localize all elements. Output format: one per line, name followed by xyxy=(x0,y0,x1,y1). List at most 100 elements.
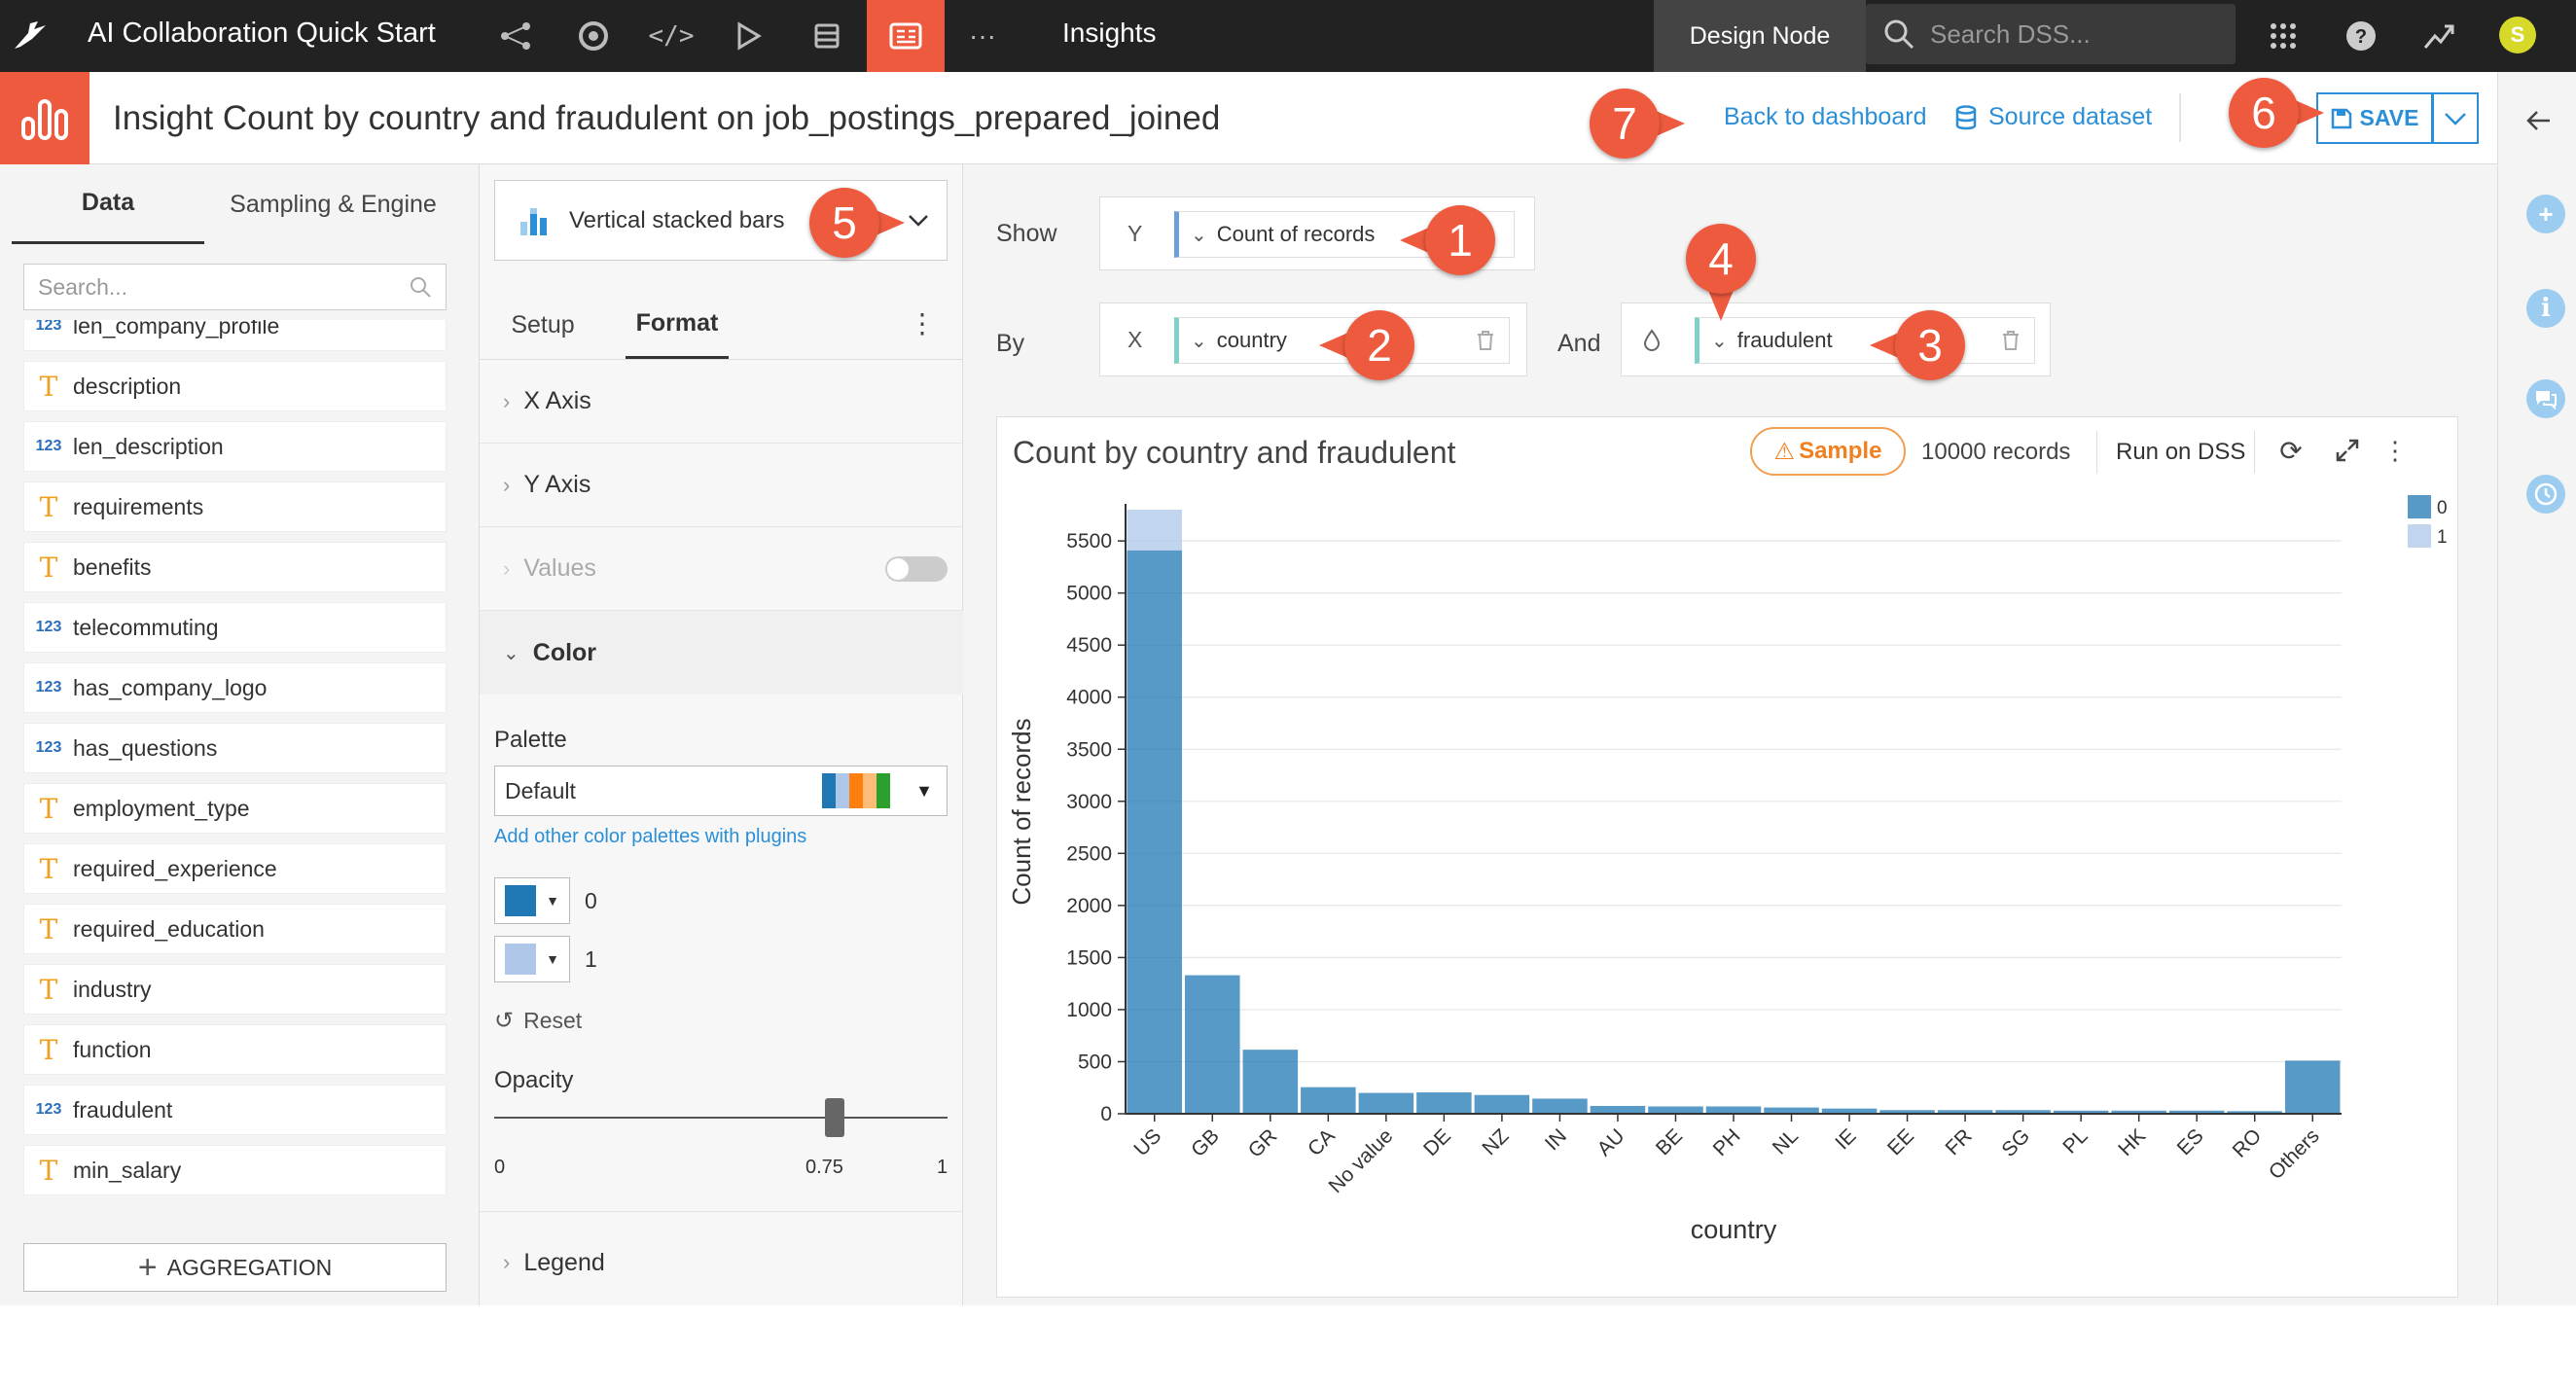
global-search-input[interactable]: Search DSS... xyxy=(1866,4,2236,64)
tab-setup-label: Setup xyxy=(511,310,575,339)
section-color-label: Color xyxy=(532,638,597,666)
y-tick-label: 4500 xyxy=(1066,634,1112,657)
bar-ca-0 xyxy=(1301,1087,1356,1114)
column-item[interactable]: 123 len_company_profile xyxy=(23,320,447,351)
color-shelf[interactable]: ⌄ fraudulent xyxy=(1621,303,2051,376)
collapse-arrow-icon[interactable] xyxy=(2520,101,2558,140)
reset-colors-button[interactable]: ↺ Reset xyxy=(494,1007,582,1035)
apps-grid-icon[interactable] xyxy=(2244,0,2322,72)
design-node-text: Design Node xyxy=(1689,21,1831,50)
code-icon[interactable]: </> xyxy=(648,21,695,51)
tab-data[interactable]: Data xyxy=(12,164,204,244)
column-item[interactable]: 123 fraudulent xyxy=(23,1085,447,1135)
column-item[interactable]: 123 has_company_logo xyxy=(23,662,447,713)
active-section-label[interactable]: Insights xyxy=(1062,18,1157,48)
section-x-axis[interactable]: › X Axis xyxy=(480,360,963,444)
design-node-label[interactable]: Design Node xyxy=(1654,0,1866,72)
column-item[interactable]: 123 has_questions xyxy=(23,723,447,773)
save-button[interactable]: SAVE xyxy=(2316,92,2433,144)
add-circle-icon[interactable]: + xyxy=(2526,195,2565,233)
numeric-type-icon: 123 xyxy=(35,739,62,756)
tab-sampling-engine[interactable]: Sampling & Engine xyxy=(204,164,462,244)
refresh-icon[interactable]: ⟳ xyxy=(2279,435,2303,466)
section-y-axis[interactable]: › Y Axis xyxy=(480,444,963,527)
and-label: And xyxy=(1557,330,1601,357)
chart-kebab-menu-icon[interactable]: ⋮ xyxy=(2382,435,2408,465)
dss-bird-logo-icon[interactable] xyxy=(0,0,60,72)
color-swatch-0[interactable]: ▼ xyxy=(494,877,570,924)
toggle-knob xyxy=(887,558,909,580)
y-tick-label: 0 xyxy=(1100,1103,1112,1125)
expand-icon[interactable] xyxy=(2328,431,2367,470)
help-icon[interactable]: ? xyxy=(2322,0,2400,72)
bar-au-0 xyxy=(1590,1105,1646,1114)
lab-icon[interactable] xyxy=(555,0,632,72)
format-kebab-menu-icon[interactable]: ⋮ xyxy=(909,307,936,339)
text-type-icon: T xyxy=(39,370,58,403)
section-values[interactable]: › Values xyxy=(480,527,963,611)
user-avatar[interactable]: S xyxy=(2499,17,2536,53)
tab-setup[interactable]: Setup xyxy=(499,291,587,359)
add-palettes-link[interactable]: Add other color palettes with plugins xyxy=(494,826,807,847)
flow-icon[interactable] xyxy=(477,0,555,72)
x-tick-label: Others xyxy=(2265,1124,2324,1184)
x-tick-label: PH xyxy=(1709,1124,1745,1160)
run-on-dss-button[interactable]: Run on DSS xyxy=(2116,439,2246,465)
wiki-icon[interactable] xyxy=(788,0,866,72)
discussions-icon[interactable] xyxy=(2526,379,2565,418)
chevron-right-icon: › xyxy=(503,555,511,581)
x-axis-title: country xyxy=(1691,1215,1777,1244)
trend-icon[interactable] xyxy=(2400,0,2478,72)
history-clock-icon[interactable] xyxy=(2526,475,2565,514)
top-navigation-bar: AI Collaboration Quick Start </> ··· Ins… xyxy=(0,0,2576,72)
caret-down-icon: ▼ xyxy=(546,893,559,909)
chevron-right-icon: › xyxy=(503,1250,511,1274)
column-item[interactable]: 123 len_description xyxy=(23,421,447,472)
dashboard-icon[interactable] xyxy=(867,0,945,72)
column-search-input[interactable]: Search... xyxy=(23,264,447,310)
database-icon xyxy=(1955,104,1977,129)
save-options-dropdown[interactable] xyxy=(2432,92,2479,144)
x-tick-label: HK xyxy=(2114,1124,2150,1160)
column-item[interactable]: 123 telecommuting xyxy=(23,602,447,653)
color-swatch-1[interactable]: ▼ xyxy=(494,936,570,982)
opacity-max: 1 xyxy=(937,1157,948,1178)
section-color[interactable]: ⌄ Color xyxy=(480,611,963,695)
chevron-down-icon: ⌄ xyxy=(1191,224,1207,246)
source-dataset-link[interactable]: Source dataset xyxy=(1955,103,2152,131)
chart-header-divider xyxy=(2096,431,2097,474)
chevron-down-icon xyxy=(2445,112,2466,125)
run-icon[interactable] xyxy=(710,0,788,72)
more-menu-icon[interactable]: ··· xyxy=(969,20,996,51)
section-legend[interactable]: › Legend xyxy=(480,1221,963,1304)
project-title[interactable]: AI Collaboration Quick Start xyxy=(88,18,436,49)
palette-value: Default xyxy=(505,777,576,803)
data-columns-panel: Data Sampling & Engine Search... 123 len_… xyxy=(0,164,480,1305)
x-tick-label: RO xyxy=(2229,1124,2267,1162)
back-to-dashboard-link[interactable]: Back to dashboard xyxy=(1724,103,1927,130)
chevron-right-icon: › xyxy=(503,388,511,413)
sample-badge[interactable]: ⚠ Sample xyxy=(1750,427,1906,476)
palette-select[interactable]: Default ▼ xyxy=(494,766,948,816)
opacity-handle[interactable] xyxy=(824,1098,844,1137)
add-aggregation-button[interactable]: + AGGREGATION xyxy=(23,1243,447,1292)
insight-title[interactable]: Insight Count by country and fraudulent … xyxy=(113,99,1221,137)
tab-format[interactable]: Format xyxy=(626,291,729,359)
info-circle-icon[interactable]: i xyxy=(2526,289,2565,328)
x-shelf[interactable]: X ⌄ country xyxy=(1099,303,1527,376)
trash-icon[interactable] xyxy=(2001,330,2021,351)
trash-icon[interactable] xyxy=(1476,330,1495,351)
values-toggle[interactable] xyxy=(885,556,948,582)
color-dimension-chip[interactable]: ⌄ fraudulent xyxy=(1695,317,2035,364)
opacity-slider[interactable] xyxy=(494,1098,948,1137)
column-name: industry xyxy=(73,976,152,1002)
